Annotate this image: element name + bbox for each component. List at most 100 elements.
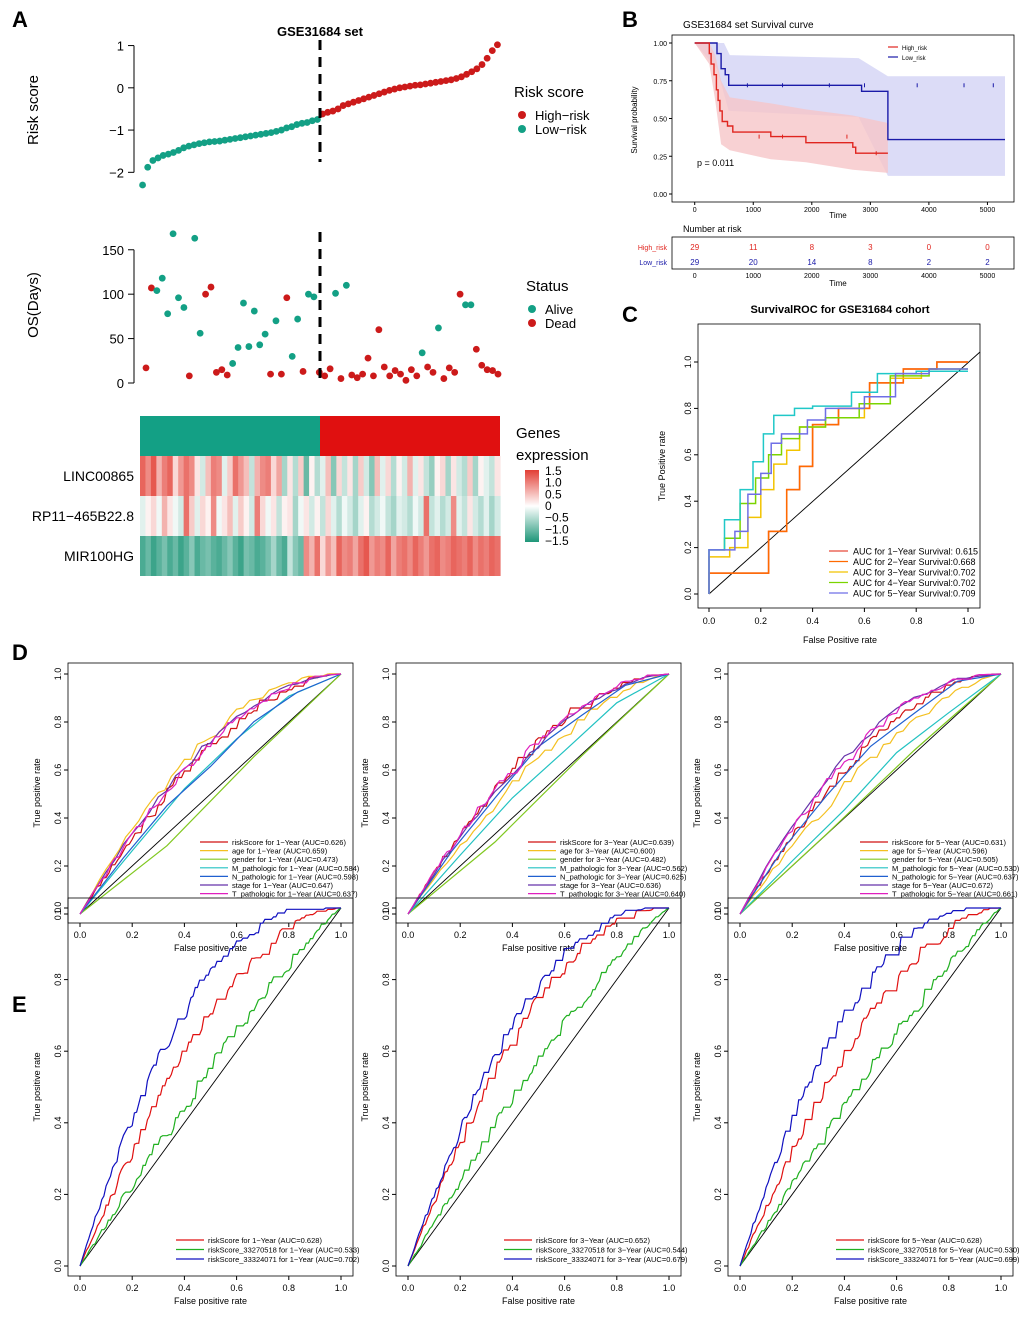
heatmap-cell: [456, 496, 463, 536]
rocD1-legend-label: M_pathologic for 1−Year (AUC=0.584): [232, 864, 360, 873]
heatmap-legend-tick: 0: [545, 499, 552, 513]
os-point-alive: [240, 299, 247, 307]
heatmap-cell: [260, 456, 267, 496]
heatmap-cell: [467, 456, 474, 496]
rocD1-diagonal: [79, 673, 342, 915]
heatmap-cell: [440, 496, 447, 536]
km-xtick-label: 1000: [745, 207, 761, 214]
rocE1-legend-label: riskScore for 1−Year (AUC=0.628): [208, 1236, 322, 1245]
rocE3-ytick-label: 0.0: [713, 1260, 723, 1273]
risktable-value: 29: [690, 243, 699, 252]
rocD1-legend-label: age for 1−Year (AUC=0.659): [232, 847, 328, 856]
heatmap-cell: [232, 456, 239, 496]
rocD1-ylabel: True positive rate: [32, 758, 42, 827]
heatmap-cell: [287, 536, 294, 576]
risk-point-low: [283, 124, 290, 132]
sroc-legend-label: AUC for 3−Year Survival:0.702: [853, 568, 975, 578]
risktable-value: 0: [985, 243, 990, 252]
heatmap-cell: [150, 456, 157, 496]
os-point-dead: [429, 368, 437, 376]
heatmap-cell: [281, 496, 288, 536]
os-point-alive: [435, 324, 442, 332]
heatmap-group-low: [140, 416, 320, 456]
heatmap-cell: [205, 496, 212, 536]
heatmap-cell: [483, 456, 490, 496]
heatmap-cell: [270, 496, 277, 536]
km-band-high: [694, 43, 888, 173]
rocE1-ylabel: True positive rate: [32, 1052, 42, 1121]
sroc-ytick-label: 0.2: [683, 541, 693, 554]
rocE3-curve: [739, 907, 1001, 1267]
heatmap-cell: [238, 456, 245, 496]
os-point-alive: [305, 290, 312, 298]
risk-point-low: [226, 135, 234, 143]
heatmap-cell: [363, 496, 370, 536]
risk-point-low: [293, 121, 301, 128]
rocD3-legend-label: N_pathologic for 5−Year (AUC=0.637): [892, 872, 1019, 881]
risk-point-high: [386, 86, 393, 94]
heatmap-cell: [314, 496, 321, 536]
heatmap-cell: [330, 456, 337, 496]
heatmap-cell: [227, 496, 234, 536]
rocD1-ytick-label: 0.0: [53, 908, 63, 921]
heatmap-cell: [494, 456, 501, 496]
heatmap-cell: [145, 496, 152, 536]
rocD1-curve: [79, 673, 342, 915]
heatmap-cell: [172, 496, 179, 536]
heatmap-cell: [303, 536, 310, 576]
heatmap-cell: [423, 456, 430, 496]
rocE3-xtick-label: 0.6: [890, 1283, 903, 1293]
rocE1-curve: [79, 907, 341, 1267]
risk-point-low: [231, 135, 239, 142]
risk-point-low: [149, 157, 157, 164]
heatmap-cell: [341, 536, 348, 576]
sroc-xtick-label: 0.6: [858, 616, 871, 626]
km-curve-high: [694, 42, 888, 154]
rocE1-xtick-label: 0.8: [283, 1283, 296, 1293]
heatmap-cell: [178, 536, 185, 576]
heatmap-cell: [265, 536, 272, 576]
risk-point-high: [432, 78, 440, 86]
heatmap-cell: [418, 456, 425, 496]
heatmap-cell: [429, 536, 436, 576]
risktable-value: 8: [868, 258, 873, 267]
risktable-value: 20: [749, 258, 758, 267]
risk-point-low: [185, 142, 193, 150]
heatmap-cell: [385, 456, 392, 496]
heatmap-gene-label: RP11−465B22.8: [32, 508, 134, 524]
risk-point-low: [288, 123, 296, 131]
risk-point-high: [344, 100, 352, 108]
heatmap-cell: [336, 456, 343, 496]
os-point-dead: [386, 372, 394, 380]
rocD3-ytick-label: 0.0: [713, 908, 723, 921]
os-point-alive: [175, 294, 182, 302]
heatmap-cell: [412, 456, 419, 496]
km-ytick-label: 0.75: [653, 79, 667, 86]
risk-point-low: [164, 150, 172, 158]
risktable-xlabel: Time: [829, 279, 847, 288]
heatmap-cell: [418, 536, 425, 576]
rocE3-legend-label: riskScore_33270518 for 5−Year (AUC=0.530…: [868, 1246, 1020, 1255]
risk-ytick-label: 1: [117, 39, 124, 54]
rocE1-xtick-label: 0.4: [178, 1283, 191, 1293]
os-point-alive: [245, 343, 253, 350]
heatmap-cell: [189, 496, 196, 536]
rocE2-legend-label: riskScore_33270518 for 3−Year (AUC=0.544…: [536, 1246, 688, 1255]
rocE2-xtick-label: 1.0: [663, 1283, 676, 1293]
heatmap-cell: [216, 536, 223, 576]
os-ytick-label: 150: [102, 243, 124, 258]
rocE1-xlabel: False positive rate: [174, 1296, 247, 1306]
heatmap-cell: [369, 496, 376, 536]
heatmap-cell: [276, 536, 283, 576]
risk-point-high: [370, 92, 378, 99]
rocD1-legend-label: stage for 1−Year (AUC=0.647): [232, 881, 334, 890]
heatmap-cell: [461, 496, 468, 536]
risk-legend-dot: [518, 111, 526, 119]
rocE3-ytick-label: 0.8: [713, 973, 723, 986]
rocE1-ytick-label: 0.6: [53, 1045, 63, 1058]
heatmap-cell: [494, 496, 501, 536]
km-legend-label: High_risk: [902, 46, 928, 52]
heatmap-cell: [161, 456, 168, 496]
os-point-alive: [256, 341, 264, 349]
heatmap-cell: [369, 536, 376, 576]
